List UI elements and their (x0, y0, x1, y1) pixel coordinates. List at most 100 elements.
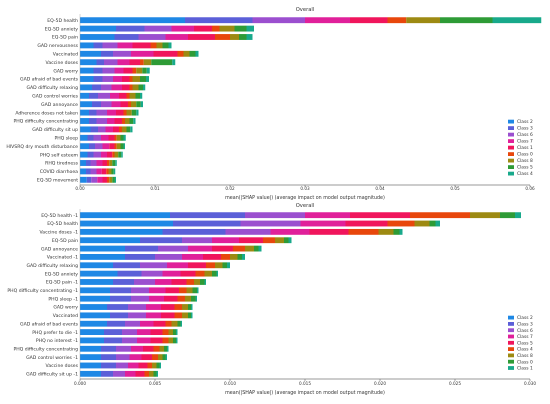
bar-segment (177, 50, 184, 57)
bar-segment (80, 17, 185, 24)
bar-segment (515, 212, 521, 219)
bar-segment (122, 126, 127, 133)
legend-swatch (508, 315, 514, 320)
bar-segment (239, 237, 263, 244)
x-tick-label: 0.05 (450, 186, 460, 191)
y-tick-label: GAD nervousness (37, 43, 78, 49)
bar-segment (101, 354, 116, 361)
bar-segment (106, 168, 109, 175)
legend-entry: Class 5 (517, 165, 533, 171)
bar-segment (180, 270, 196, 277)
bar-segment (173, 329, 176, 335)
bar-segment (239, 34, 247, 40)
bar-segment (114, 134, 117, 141)
y-tick-label: PHQ difficulty concentrating -1 (7, 288, 78, 294)
bar-segment (129, 92, 136, 99)
bar-segment (138, 34, 166, 40)
bar-segment (137, 337, 151, 344)
bar-segment (179, 287, 187, 294)
legend-entry: Class 5 (517, 340, 533, 346)
bar-segment (132, 67, 137, 74)
bar-segment (165, 34, 188, 40)
y-tick-label: COVID diarrhoea (40, 169, 78, 175)
y-tick-label: RHQ tiredness (45, 161, 78, 167)
y-tick-label: Vaccine doses (46, 363, 79, 369)
bar-segment (116, 25, 145, 32)
bar-segment (80, 176, 87, 183)
bar-segment (108, 168, 112, 175)
bar-segment (110, 312, 128, 319)
bar-segment (470, 212, 500, 219)
bar-segment (144, 370, 149, 377)
bar-segment (116, 345, 131, 352)
legend-swatch (508, 366, 514, 370)
bar-segment (96, 168, 102, 175)
bar-segment (80, 237, 140, 244)
y-tick-label: GAD control worries -1 (26, 355, 78, 361)
bar-segment (123, 134, 126, 141)
bar-segment (378, 228, 394, 235)
y-tick-label: Vaccinated -1 (47, 255, 78, 261)
y-tick-label: EQ-5D anxiety (45, 271, 79, 277)
bar-segment (80, 67, 94, 74)
bar-segment (96, 59, 104, 66)
bar-segment (80, 337, 104, 344)
bar-segment (107, 176, 110, 183)
bar-segment (122, 76, 130, 82)
bar-segment (114, 151, 119, 158)
bar-segment (263, 237, 275, 244)
chart-title: Overall (296, 7, 315, 13)
x-tick-label: 0.000 (74, 381, 86, 386)
bar-segment (120, 134, 124, 141)
bar-segment (120, 101, 128, 108)
bar-segment (113, 168, 116, 175)
legend-swatch (508, 328, 514, 333)
legend-swatch (508, 347, 514, 351)
bar-segment (143, 59, 152, 66)
legend-swatch (508, 171, 514, 176)
bar-segment (113, 76, 122, 82)
bar-segment (113, 126, 119, 133)
bar-segment (129, 59, 140, 66)
y-tick-label: EQ-5D pain -1 (46, 280, 78, 286)
bar-segment (101, 101, 112, 108)
bar-segment (177, 295, 185, 302)
bar-segment (240, 220, 301, 227)
bar-segment (116, 143, 121, 150)
bar-segment (162, 270, 181, 277)
legend-entry: Class 4 (517, 171, 533, 177)
bar-segment (165, 287, 179, 294)
legend-entry: Class 7 (517, 334, 533, 340)
bar-segment (86, 160, 91, 166)
bar-segment (116, 134, 121, 141)
bar-segment (80, 212, 170, 219)
bar-segment (399, 228, 403, 235)
bar-segment (131, 345, 143, 352)
bar-segment (80, 304, 107, 310)
bar-segment (237, 254, 242, 260)
legend-entry: Class 2 (517, 315, 533, 321)
bar-segment (185, 17, 253, 24)
bar-segment (212, 25, 220, 32)
bar-segment (258, 245, 262, 252)
x-axis-label: mean(|SHAP value|) (average impact on mo… (225, 195, 385, 201)
bar-segment (492, 17, 542, 24)
bar-segment (97, 176, 103, 183)
y-tick-label: EQ-5D anxiety (45, 26, 79, 32)
bar-segment (153, 370, 157, 377)
bar-segment (117, 270, 142, 277)
bar-segment (80, 254, 125, 260)
legend-entry: Class 8 (517, 158, 533, 164)
bar-segment (104, 337, 122, 344)
bar-segment (140, 92, 143, 99)
bar-segment (80, 160, 86, 166)
bar-segment (191, 295, 196, 302)
bar-segment (114, 143, 117, 150)
bar-segment (80, 168, 86, 175)
bar-segment (80, 76, 94, 82)
y-tick-label: Vaccine doses -1 (39, 230, 78, 236)
bar-segment (429, 220, 436, 227)
bar-segment (170, 212, 245, 219)
bar-segment (87, 134, 94, 141)
